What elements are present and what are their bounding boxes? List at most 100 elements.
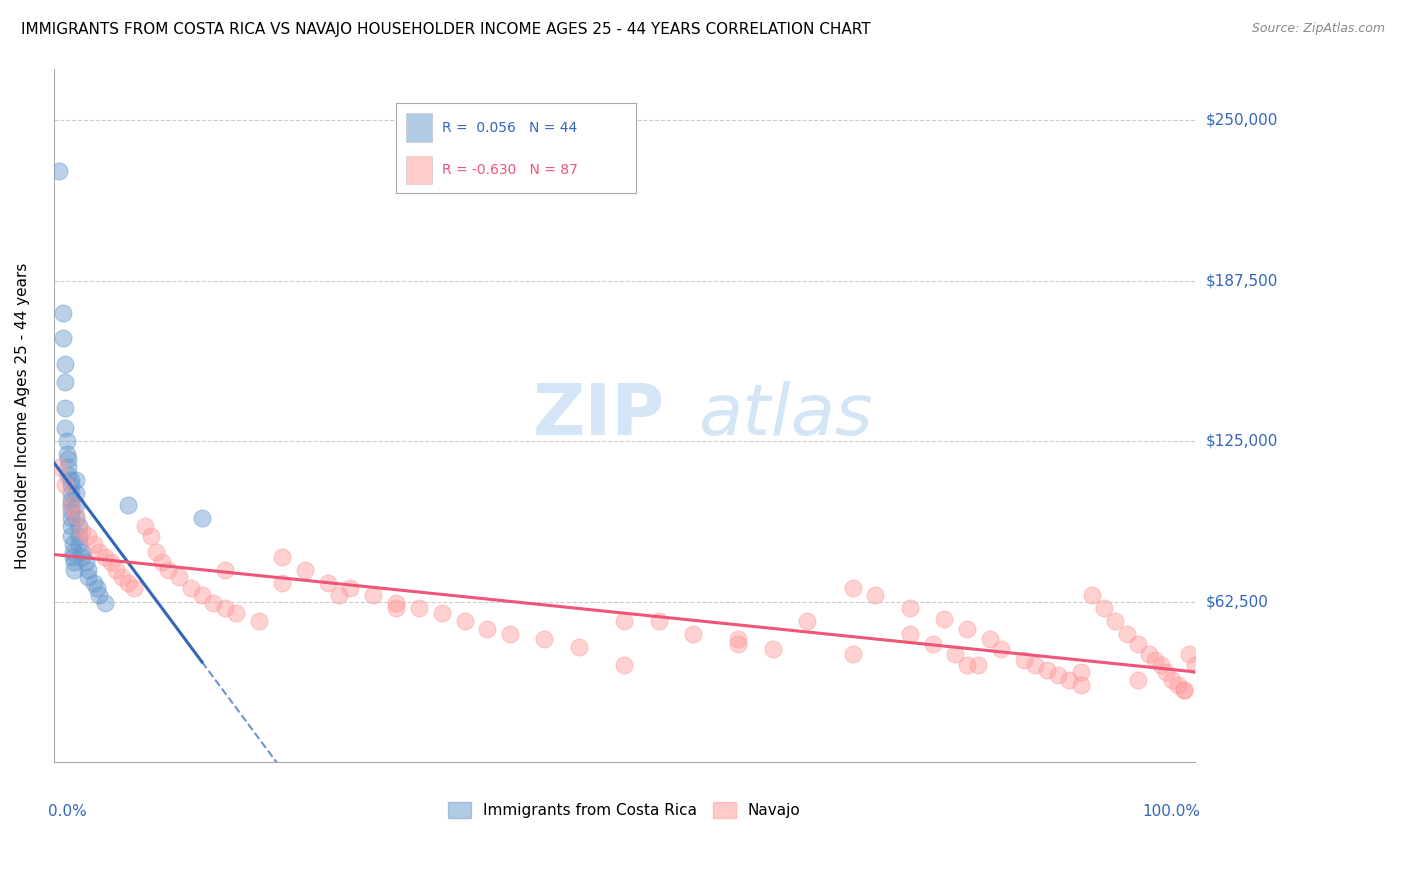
- Point: [111, 570, 134, 584]
- Point: [1070, 678, 1092, 692]
- Point: [67, 529, 90, 543]
- Point: [533, 632, 555, 646]
- Point: [647, 614, 669, 628]
- Point: [956, 657, 979, 672]
- Point: [59, 485, 82, 500]
- Point: [52, 331, 75, 345]
- Point: [1178, 648, 1201, 662]
- Point: [94, 549, 117, 564]
- Point: [53, 478, 76, 492]
- Point: [1035, 663, 1057, 677]
- Point: [58, 459, 80, 474]
- Point: [1137, 648, 1160, 662]
- Point: [76, 529, 98, 543]
- Point: [58, 452, 80, 467]
- Point: [83, 537, 105, 551]
- Point: [58, 467, 80, 482]
- Point: [59, 478, 82, 492]
- Point: [167, 570, 190, 584]
- Point: [1150, 657, 1173, 672]
- Point: [156, 563, 179, 577]
- Text: atlas: atlas: [699, 381, 873, 450]
- Point: [75, 555, 97, 569]
- Point: [56, 434, 79, 449]
- Point: [52, 306, 75, 320]
- Point: [865, 588, 887, 602]
- Point: [361, 588, 384, 602]
- Point: [100, 555, 122, 569]
- Point: [430, 607, 453, 621]
- Point: [65, 511, 87, 525]
- Point: [122, 581, 145, 595]
- Point: [214, 601, 236, 615]
- Point: [139, 529, 162, 543]
- Point: [1126, 673, 1149, 688]
- Point: [727, 637, 749, 651]
- Point: [339, 581, 361, 595]
- Point: [76, 563, 98, 577]
- Point: [1144, 652, 1167, 666]
- Point: [613, 657, 636, 672]
- Point: [316, 575, 339, 590]
- Point: [247, 614, 270, 628]
- Point: [63, 563, 86, 577]
- Point: [59, 519, 82, 533]
- Point: [56, 447, 79, 461]
- Point: [48, 459, 70, 474]
- Point: [796, 614, 818, 628]
- Point: [1104, 614, 1126, 628]
- Point: [48, 164, 70, 178]
- Point: [180, 581, 202, 595]
- Point: [1161, 673, 1184, 688]
- Point: [1167, 678, 1189, 692]
- Point: [191, 511, 214, 525]
- Point: [328, 588, 350, 602]
- Point: [214, 563, 236, 577]
- Point: [59, 473, 82, 487]
- Point: [59, 503, 82, 517]
- Point: [94, 596, 117, 610]
- Point: [385, 596, 408, 610]
- Point: [1156, 665, 1178, 680]
- Point: [59, 529, 82, 543]
- Text: 0.0%: 0.0%: [48, 804, 87, 819]
- Point: [408, 601, 430, 615]
- Point: [105, 563, 128, 577]
- Point: [65, 499, 87, 513]
- Point: [1070, 665, 1092, 680]
- Point: [898, 601, 921, 615]
- Point: [63, 555, 86, 569]
- Point: [62, 544, 84, 558]
- Point: [134, 519, 156, 533]
- Point: [943, 648, 966, 662]
- Point: [150, 555, 173, 569]
- Point: [762, 642, 785, 657]
- Point: [499, 627, 522, 641]
- Point: [59, 499, 82, 513]
- Point: [70, 524, 93, 538]
- Point: [1012, 652, 1035, 666]
- Legend: Immigrants from Costa Rica, Navajo: Immigrants from Costa Rica, Navajo: [441, 796, 807, 824]
- Point: [62, 549, 84, 564]
- Point: [385, 601, 408, 615]
- Point: [70, 544, 93, 558]
- Point: [1126, 637, 1149, 651]
- Point: [568, 640, 591, 654]
- Point: [191, 588, 214, 602]
- Point: [59, 499, 82, 513]
- Point: [921, 637, 943, 651]
- Point: [89, 544, 111, 558]
- Text: $62,500: $62,500: [1206, 594, 1270, 609]
- Point: [841, 648, 863, 662]
- Point: [83, 575, 105, 590]
- Point: [67, 519, 90, 533]
- Point: [956, 622, 979, 636]
- Point: [1184, 657, 1206, 672]
- Point: [89, 588, 111, 602]
- Y-axis label: Householder Income Ages 25 - 44 years: Householder Income Ages 25 - 44 years: [15, 262, 30, 569]
- Point: [62, 537, 84, 551]
- Point: [53, 357, 76, 371]
- Point: [1115, 627, 1137, 641]
- Point: [727, 632, 749, 646]
- Point: [65, 508, 87, 523]
